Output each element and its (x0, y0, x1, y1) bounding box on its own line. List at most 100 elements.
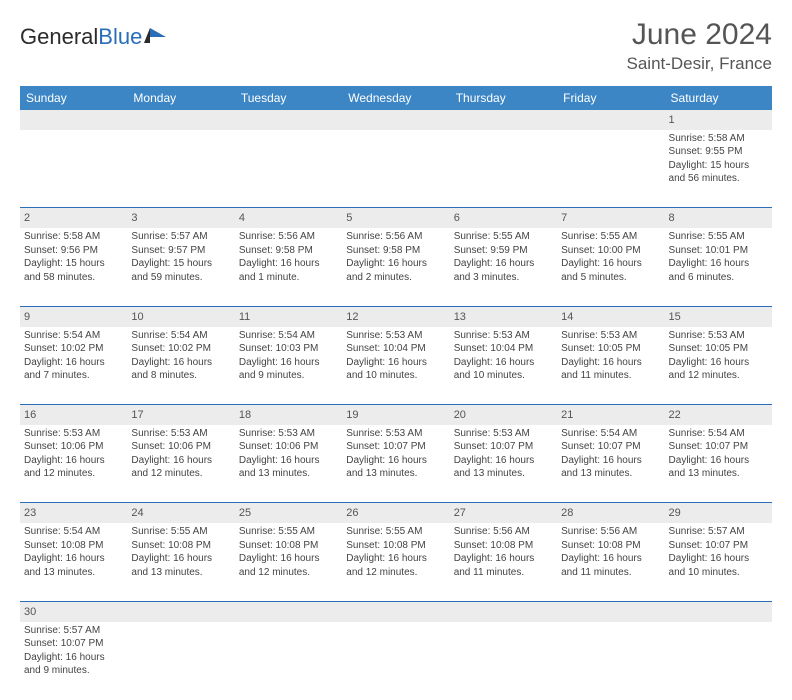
day-number: 8 (665, 208, 772, 228)
day-cell: Sunrise: 5:56 AMSunset: 10:08 PMDaylight… (557, 523, 664, 601)
day-cell (342, 130, 449, 208)
day-cell (235, 130, 342, 208)
day-number: 22 (665, 405, 772, 425)
logo: GeneralBlue (20, 24, 168, 50)
day-cell: Sunrise: 5:56 AMSunset: 9:58 PMDaylight:… (342, 228, 449, 306)
day-number-row: 2345678 (20, 208, 772, 228)
sunset-text: Sunset: 10:08 PM (131, 539, 230, 553)
daylight-text: Daylight: 16 hours and 11 minutes. (561, 552, 660, 579)
sunset-text: Sunset: 10:05 PM (669, 342, 768, 356)
day-header: Friday (557, 86, 664, 110)
day-cell (450, 622, 557, 700)
sunset-text: Sunset: 10:07 PM (669, 539, 768, 553)
day-cell: Sunrise: 5:55 AMSunset: 10:00 PMDaylight… (557, 228, 664, 306)
sunrise-text: Sunrise: 5:58 AM (24, 230, 123, 244)
day-header-row: Sunday Monday Tuesday Wednesday Thursday… (20, 86, 772, 110)
sunset-text: Sunset: 9:58 PM (239, 244, 338, 258)
sunset-text: Sunset: 10:07 PM (24, 637, 123, 651)
logo-text-blue: Blue (98, 24, 142, 50)
day-number: 17 (127, 405, 234, 425)
daylight-text: Daylight: 16 hours and 1 minute. (239, 257, 338, 284)
day-header: Thursday (450, 86, 557, 110)
sunset-text: Sunset: 9:58 PM (346, 244, 445, 258)
day-number: 27 (450, 503, 557, 523)
day-number (127, 110, 234, 130)
day-cell: Sunrise: 5:55 AMSunset: 10:01 PMDaylight… (665, 228, 772, 306)
daylight-text: Daylight: 16 hours and 5 minutes. (561, 257, 660, 284)
daylight-text: Daylight: 16 hours and 11 minutes. (561, 356, 660, 383)
sunset-text: Sunset: 10:04 PM (346, 342, 445, 356)
sunrise-text: Sunrise: 5:55 AM (561, 230, 660, 244)
sunset-text: Sunset: 10:06 PM (24, 440, 123, 454)
day-cell: Sunrise: 5:55 AMSunset: 9:59 PMDaylight:… (450, 228, 557, 306)
day-number: 15 (665, 306, 772, 326)
day-header: Sunday (20, 86, 127, 110)
day-number: 29 (665, 503, 772, 523)
daylight-text: Daylight: 16 hours and 13 minutes. (454, 454, 553, 481)
day-number (342, 110, 449, 130)
sunset-text: Sunset: 10:06 PM (239, 440, 338, 454)
location: Saint-Desir, France (627, 54, 773, 74)
daylight-text: Daylight: 16 hours and 13 minutes. (131, 552, 230, 579)
sunset-text: Sunset: 10:07 PM (561, 440, 660, 454)
calendar-table: Sunday Monday Tuesday Wednesday Thursday… (20, 86, 772, 700)
sunset-text: Sunset: 10:06 PM (131, 440, 230, 454)
day-number: 26 (342, 503, 449, 523)
day-number: 5 (342, 208, 449, 228)
sunrise-text: Sunrise: 5:57 AM (24, 624, 123, 638)
sunrise-text: Sunrise: 5:53 AM (131, 427, 230, 441)
week-row: Sunrise: 5:58 AMSunset: 9:55 PMDaylight:… (20, 130, 772, 208)
sunset-text: Sunset: 10:02 PM (24, 342, 123, 356)
day-number: 23 (20, 503, 127, 523)
day-cell: Sunrise: 5:54 AMSunset: 10:03 PMDaylight… (235, 327, 342, 405)
day-number: 13 (450, 306, 557, 326)
day-number: 3 (127, 208, 234, 228)
sunset-text: Sunset: 10:02 PM (131, 342, 230, 356)
day-number: 14 (557, 306, 664, 326)
sunrise-text: Sunrise: 5:56 AM (561, 525, 660, 539)
daylight-text: Daylight: 16 hours and 10 minutes. (669, 552, 768, 579)
day-cell: Sunrise: 5:54 AMSunset: 10:02 PMDaylight… (20, 327, 127, 405)
week-row: Sunrise: 5:54 AMSunset: 10:08 PMDaylight… (20, 523, 772, 601)
day-cell (20, 130, 127, 208)
sunrise-text: Sunrise: 5:56 AM (346, 230, 445, 244)
sunrise-text: Sunrise: 5:54 AM (131, 329, 230, 343)
daylight-text: Daylight: 16 hours and 3 minutes. (454, 257, 553, 284)
day-number (557, 110, 664, 130)
sunset-text: Sunset: 10:08 PM (239, 539, 338, 553)
day-number: 19 (342, 405, 449, 425)
day-number: 16 (20, 405, 127, 425)
daylight-text: Daylight: 16 hours and 11 minutes. (454, 552, 553, 579)
day-cell: Sunrise: 5:54 AMSunset: 10:07 PMDaylight… (665, 425, 772, 503)
daylight-text: Daylight: 16 hours and 6 minutes. (669, 257, 768, 284)
sunrise-text: Sunrise: 5:54 AM (669, 427, 768, 441)
daylight-text: Daylight: 16 hours and 13 minutes. (239, 454, 338, 481)
day-cell: Sunrise: 5:53 AMSunset: 10:04 PMDaylight… (342, 327, 449, 405)
day-number: 30 (20, 601, 127, 621)
day-cell (450, 130, 557, 208)
daylight-text: Daylight: 16 hours and 12 minutes. (669, 356, 768, 383)
daylight-text: Daylight: 16 hours and 8 minutes. (131, 356, 230, 383)
sunset-text: Sunset: 10:01 PM (669, 244, 768, 258)
day-cell: Sunrise: 5:58 AMSunset: 9:55 PMDaylight:… (665, 130, 772, 208)
sunset-text: Sunset: 10:03 PM (239, 342, 338, 356)
day-number: 28 (557, 503, 664, 523)
day-cell: Sunrise: 5:57 AMSunset: 10:07 PMDaylight… (665, 523, 772, 601)
daylight-text: Daylight: 16 hours and 13 minutes. (24, 552, 123, 579)
daylight-text: Daylight: 15 hours and 58 minutes. (24, 257, 123, 284)
day-cell: Sunrise: 5:57 AMSunset: 10:07 PMDaylight… (20, 622, 127, 700)
sunset-text: Sunset: 10:04 PM (454, 342, 553, 356)
day-cell: Sunrise: 5:53 AMSunset: 10:07 PMDaylight… (450, 425, 557, 503)
sunrise-text: Sunrise: 5:57 AM (669, 525, 768, 539)
day-number (20, 110, 127, 130)
sunrise-text: Sunrise: 5:54 AM (561, 427, 660, 441)
day-number: 9 (20, 306, 127, 326)
daylight-text: Daylight: 16 hours and 13 minutes. (561, 454, 660, 481)
sunrise-text: Sunrise: 5:53 AM (24, 427, 123, 441)
daylight-text: Daylight: 16 hours and 12 minutes. (24, 454, 123, 481)
day-number: 6 (450, 208, 557, 228)
day-header: Wednesday (342, 86, 449, 110)
sunrise-text: Sunrise: 5:57 AM (131, 230, 230, 244)
sunset-text: Sunset: 10:00 PM (561, 244, 660, 258)
daylight-text: Daylight: 16 hours and 10 minutes. (346, 356, 445, 383)
